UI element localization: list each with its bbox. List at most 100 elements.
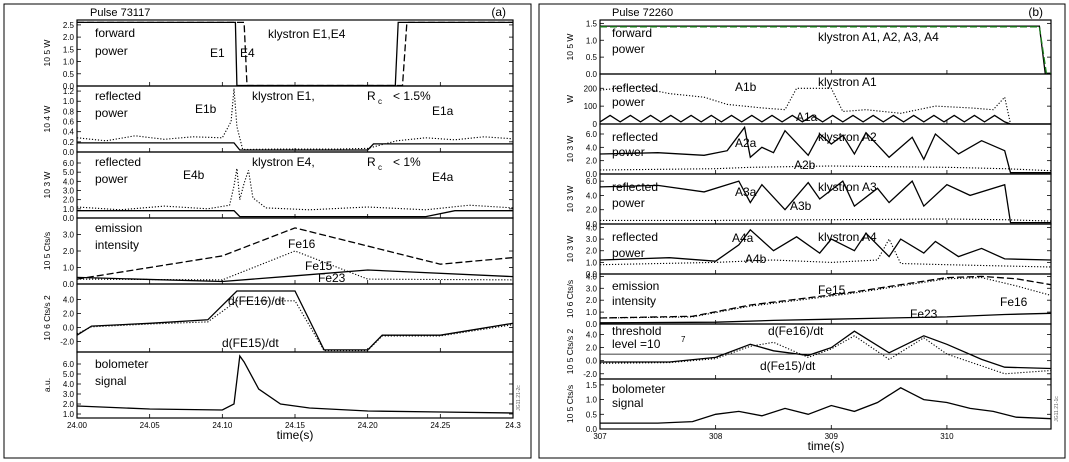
- series-a4a: [599, 228, 1052, 262]
- annotation: power: [612, 246, 645, 260]
- annotation: d(FE16)/dt: [228, 294, 285, 308]
- annotation: A2a: [735, 136, 757, 150]
- series-fe15: [599, 277, 1052, 319]
- y-tick-label: 0.5: [586, 53, 598, 62]
- y-tick-label: 0.0: [63, 82, 75, 91]
- y-axis-label: 10 5 W: [42, 40, 52, 67]
- x-tick-label: 24.00: [67, 421, 88, 430]
- y-tick-label: 4.0: [63, 295, 75, 304]
- y-tick-label: 0.0: [586, 320, 598, 329]
- annotation: bolometer: [95, 357, 148, 371]
- annotation: Fe16: [1000, 295, 1028, 309]
- y-tick-label: 3.0: [586, 235, 598, 244]
- annotation: power: [612, 42, 645, 56]
- y-tick-label: 0.0: [586, 170, 598, 179]
- subplot-1: 0.0 0.5 1.0 1.5 2.0 2.5 10 5 W forward power klys…: [42, 19, 514, 91]
- subplot-5: -2.0 0.0 2.0 4.0 10 6 Cts/s 2 d(FE16)/dt d(FE1…: [42, 283, 514, 353]
- annotation: R: [367, 155, 376, 169]
- y-tick-label: 6.0: [63, 360, 75, 369]
- y-tick-label: 3.0: [63, 231, 75, 240]
- annotation: A1b: [735, 80, 757, 94]
- series-bolometer: [76, 354, 514, 414]
- series-d-fe15-dt: [76, 300, 514, 352]
- y-tick-label: 4.0: [63, 380, 75, 389]
- annotation: klystron A1: [818, 75, 877, 89]
- series-e4: [77, 21, 513, 87]
- panel-label: (a): [491, 5, 506, 19]
- series-fe23: [76, 269, 514, 283]
- y-tick-label: 5.0: [63, 370, 75, 379]
- annotation: E1a: [432, 104, 454, 118]
- y-tick-label: 1.5: [586, 381, 598, 390]
- annotation: E4a: [432, 170, 454, 184]
- series-a1-a4-green-: [600, 26, 1051, 74]
- annotation: intensity: [612, 294, 656, 308]
- panel-b: Pulse 72260 (b) 0.0 0.5 1.0 1.5 10 5 W forward p…: [538, 3, 1066, 459]
- y-tick-label: 0.4: [63, 128, 75, 137]
- y-tick-label: 1.0: [63, 97, 75, 106]
- y-axis-label: 10 6 Cts/s: [565, 280, 575, 318]
- annotation: Fe16: [288, 237, 316, 251]
- y-tick-label: 2.0: [586, 206, 598, 215]
- subplot-5: 0.0 1.0 2.0 3.0 4.0 10 3 W reflected power klyst…: [565, 223, 1052, 279]
- annotation: d(Fe16)/dt: [768, 324, 824, 338]
- y-tick-label: 4.0: [63, 177, 75, 186]
- y-tick-label: -2.0: [60, 337, 74, 346]
- figure-stamp: JG11.21-1c: [1054, 396, 1060, 422]
- y-tick-label: 1.0: [586, 258, 598, 267]
- panel-label: (b): [1028, 5, 1043, 19]
- y-tick-label: 1.0: [63, 264, 75, 273]
- y-tick-label: 0.0: [63, 214, 75, 223]
- y-tick-label: 4.0: [586, 143, 598, 152]
- y-tick-label: 3.0: [586, 284, 598, 293]
- y-tick-label: 6.0: [586, 130, 598, 139]
- y-tick-label: 6.0: [63, 159, 75, 168]
- y-tick-label: 4.0: [586, 272, 598, 281]
- y-tick-label: 0.5: [586, 410, 598, 419]
- annotation: Fe15: [818, 283, 846, 297]
- annotation: signal: [612, 396, 643, 410]
- annotation: klystron A1, A2, A3, A4: [818, 30, 939, 44]
- annotation: emission: [95, 221, 142, 235]
- annotation: Fe23: [318, 271, 346, 285]
- y-tick-label: 2.0: [63, 400, 75, 409]
- series-d-fe16-dt: [600, 330, 1052, 370]
- y-tick-label: 2.0: [586, 157, 598, 166]
- y-tick-label: 0.0: [63, 323, 75, 332]
- annotation: forward: [612, 26, 652, 40]
- x-tick-label: 24.3: [505, 421, 521, 430]
- annotation: A4a: [732, 231, 754, 245]
- y-axis-label: 10 3 W: [42, 172, 52, 199]
- y-axis-label: W: [565, 95, 575, 103]
- y-tick-label: -2.0: [583, 370, 597, 379]
- annotation: reflected: [612, 81, 658, 95]
- y-tick-label: 3.0: [63, 390, 75, 399]
- y-tick-label: 1.0: [586, 396, 598, 405]
- annotation: A2b: [794, 158, 816, 172]
- y-tick-label: 0.0: [63, 280, 75, 289]
- series-fe23: [599, 312, 1052, 324]
- annotation: reflected: [95, 155, 141, 169]
- annotation: level =10: [612, 337, 661, 351]
- series-a2b: [599, 165, 1052, 172]
- series-a3b: [600, 218, 1052, 222]
- annotation: power: [95, 106, 128, 120]
- x-tick-label: 309: [825, 432, 839, 441]
- y-tick-label: 0.5: [63, 70, 75, 79]
- y-axis-label: 10 5 Cts/s: [565, 385, 575, 423]
- y-tick-label: 0.2: [63, 138, 75, 147]
- y-tick-label: 2.0: [63, 33, 75, 42]
- annotation: A4b: [745, 252, 767, 266]
- y-tick-label: 5.0: [63, 168, 75, 177]
- annotation: Fe23: [910, 307, 938, 321]
- y-tick-label: 1.0: [586, 308, 598, 317]
- y-tick-label: 1.0: [63, 410, 75, 419]
- subplot-1: 0.0 0.5 1.0 1.5 10 5 W forward power klystron A…: [565, 19, 1052, 79]
- y-tick-label: 0.0: [586, 357, 598, 366]
- series-a1b: [599, 85, 1051, 125]
- subplot-4: 0.0 2.0 4.0 6.0 10 3 W reflected power klystron…: [565, 173, 1052, 229]
- x-tick-label: 24.15: [285, 421, 306, 430]
- annotation: Fe15: [305, 259, 333, 273]
